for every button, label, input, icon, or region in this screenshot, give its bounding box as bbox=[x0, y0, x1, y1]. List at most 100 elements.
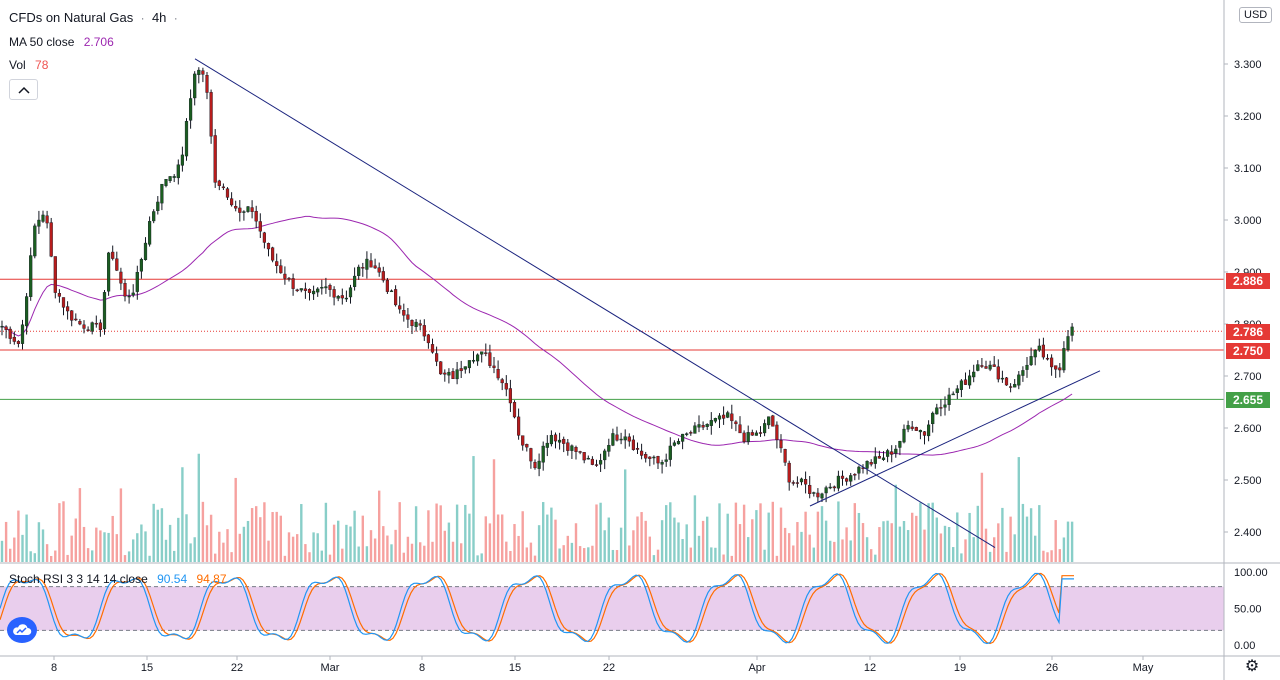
volume-bar bbox=[919, 502, 922, 562]
candle-body bbox=[49, 222, 53, 257]
candle bbox=[463, 366, 467, 374]
candle-body bbox=[484, 352, 488, 354]
candle bbox=[799, 477, 804, 486]
candle-body bbox=[1037, 345, 1041, 351]
candle-body bbox=[418, 323, 422, 326]
volume-bar bbox=[373, 538, 377, 562]
stoch-legend[interactable]: Stoch RSI 3 3 14 14 close 90.54 94.87 bbox=[9, 572, 227, 586]
volume-bar bbox=[742, 504, 746, 562]
candle bbox=[935, 403, 939, 415]
candle-body bbox=[238, 207, 242, 213]
candle bbox=[660, 459, 664, 474]
candle bbox=[951, 391, 955, 396]
volume-bar bbox=[218, 531, 221, 562]
stoch-d-value: 94.87 bbox=[196, 572, 227, 586]
candle bbox=[57, 289, 61, 303]
candle bbox=[869, 459, 873, 467]
candle-body bbox=[697, 424, 701, 428]
volume-bar bbox=[607, 517, 610, 562]
volume-bar bbox=[960, 553, 963, 562]
candle-body bbox=[664, 459, 668, 462]
volume-bar bbox=[136, 533, 139, 562]
settings-gear-icon[interactable]: ⚙ bbox=[1244, 658, 1260, 675]
volume-bar bbox=[152, 503, 155, 562]
candle-body bbox=[435, 353, 439, 362]
candle-body bbox=[717, 415, 722, 420]
candle-body bbox=[201, 70, 205, 75]
vol-legend[interactable]: Vol 78 bbox=[9, 58, 48, 72]
candle-body bbox=[857, 466, 861, 474]
volume-bar bbox=[337, 520, 340, 562]
candle-body bbox=[467, 360, 471, 369]
volume-bar bbox=[365, 546, 369, 562]
candle-body bbox=[959, 380, 963, 390]
candle-body bbox=[320, 287, 324, 289]
candle-body bbox=[316, 288, 320, 293]
candle-body bbox=[603, 450, 607, 461]
volume-bar bbox=[123, 555, 127, 562]
candle bbox=[578, 450, 582, 455]
candle bbox=[430, 338, 435, 354]
stoch-k-line bbox=[0, 572, 1074, 645]
ma-line bbox=[1, 215, 1073, 456]
candle-body bbox=[533, 461, 537, 469]
volume-bar bbox=[956, 512, 959, 562]
volume-bar bbox=[874, 554, 877, 562]
candle bbox=[348, 284, 353, 304]
trendlines bbox=[194, 58, 1101, 549]
candle-body bbox=[504, 383, 508, 390]
candle bbox=[467, 360, 471, 374]
candle bbox=[45, 210, 49, 229]
volume-bar bbox=[628, 545, 631, 562]
candle-body bbox=[0, 325, 4, 328]
candle-body bbox=[545, 442, 549, 448]
volume-bar bbox=[681, 539, 684, 562]
currency-badge[interactable]: USD bbox=[1239, 7, 1273, 23]
candle bbox=[980, 357, 984, 369]
candle bbox=[160, 183, 164, 211]
candle-body bbox=[922, 431, 927, 436]
candle-body bbox=[500, 379, 504, 384]
candle-body bbox=[754, 432, 758, 436]
vol-value: 78 bbox=[35, 58, 49, 72]
candle-body bbox=[689, 432, 693, 434]
volume-bar bbox=[796, 522, 799, 562]
volume-bar bbox=[328, 554, 332, 562]
candle bbox=[1070, 323, 1074, 342]
candle-body bbox=[1062, 348, 1066, 371]
volume-bar bbox=[640, 512, 643, 562]
volume-bar bbox=[529, 542, 533, 562]
tradingview-logo[interactable] bbox=[7, 617, 37, 643]
candle bbox=[791, 480, 795, 486]
time-tick-label: 12 bbox=[864, 662, 876, 674]
candle bbox=[279, 259, 283, 274]
candle-body bbox=[570, 445, 574, 451]
candle bbox=[70, 310, 74, 327]
candle bbox=[623, 429, 627, 449]
candle-body bbox=[258, 221, 262, 232]
volume-bar bbox=[755, 510, 758, 562]
candle bbox=[713, 417, 717, 424]
candle bbox=[1033, 349, 1037, 366]
volume-bar bbox=[857, 512, 861, 562]
candle-body bbox=[840, 475, 845, 479]
candle bbox=[258, 213, 262, 239]
volume-bar bbox=[222, 542, 225, 562]
candle bbox=[398, 296, 402, 314]
candle bbox=[328, 283, 332, 297]
candle bbox=[1004, 376, 1009, 386]
ma-legend[interactable]: MA 50 close 2.706 bbox=[9, 35, 114, 49]
candle-body bbox=[394, 289, 398, 306]
volume-bar bbox=[406, 536, 410, 562]
candle-body bbox=[152, 211, 156, 222]
candle-body bbox=[558, 439, 562, 443]
volume-bar bbox=[1054, 520, 1057, 562]
candle bbox=[1000, 370, 1004, 383]
candle bbox=[558, 432, 562, 450]
candle bbox=[435, 346, 439, 367]
collapse-legend-button[interactable] bbox=[9, 79, 38, 100]
volume-bar bbox=[783, 527, 787, 562]
volume-bar bbox=[820, 506, 824, 562]
volume-bar bbox=[37, 522, 41, 562]
